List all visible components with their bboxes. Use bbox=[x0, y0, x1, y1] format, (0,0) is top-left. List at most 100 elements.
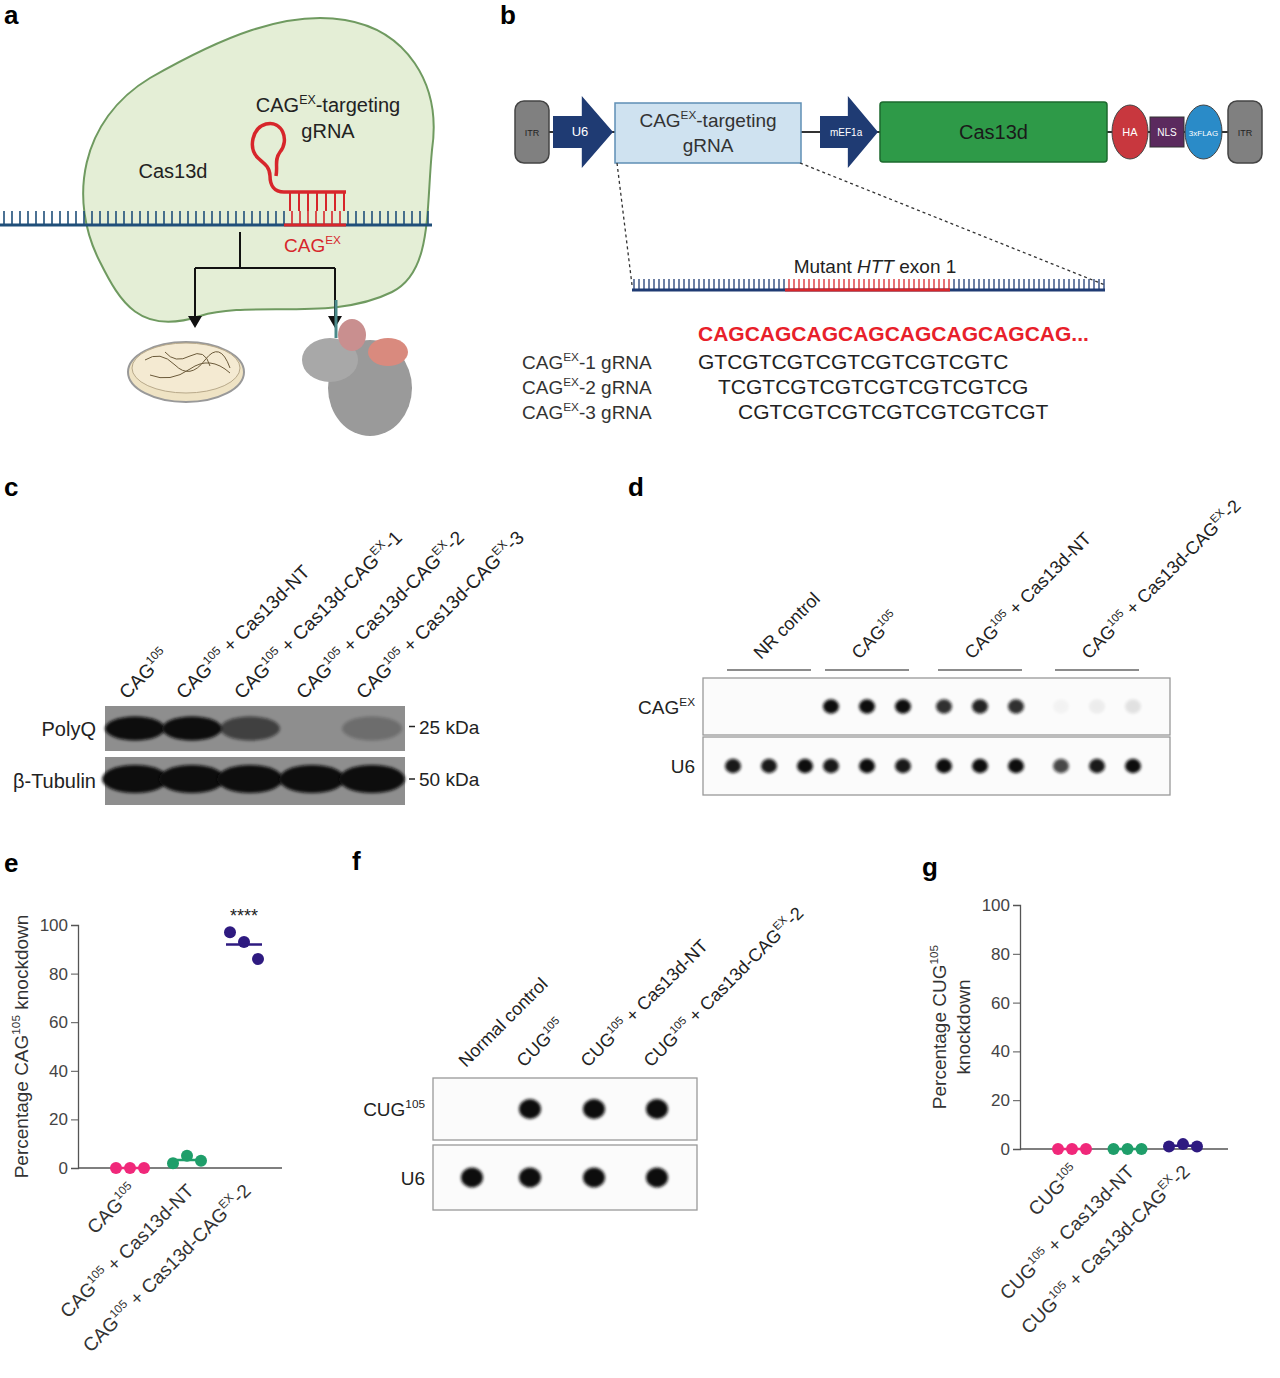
tick-label: 20 bbox=[991, 1091, 1010, 1110]
strand-tick bbox=[998, 279, 999, 290]
tick-label: 40 bbox=[991, 1042, 1010, 1061]
strand-tick bbox=[1078, 279, 1079, 290]
strand-tick bbox=[331, 211, 333, 225]
blot-membrane bbox=[433, 1145, 697, 1210]
text-part: CAGCAGCAGCAGCAGCAGCAGCAG... bbox=[698, 322, 1089, 345]
strand-tick bbox=[698, 279, 699, 290]
base-pair bbox=[316, 192, 318, 211]
text-part: g bbox=[922, 852, 938, 882]
ladder-tick bbox=[409, 726, 415, 728]
tick-mark bbox=[1013, 954, 1020, 955]
row-label: β-Tubulin bbox=[13, 770, 96, 792]
row-label: CUG105 bbox=[363, 1097, 425, 1120]
strand-tick bbox=[763, 279, 764, 290]
strand-tick bbox=[1028, 279, 1029, 290]
strand-tick bbox=[427, 211, 429, 225]
strand-tick bbox=[713, 279, 714, 290]
strand-tick bbox=[788, 279, 789, 290]
text-part: CAG bbox=[639, 110, 680, 131]
strand-tick bbox=[1023, 279, 1024, 290]
strand-tick bbox=[858, 279, 859, 290]
text-part: + Cas13d-CAG bbox=[122, 1203, 232, 1313]
point bbox=[224, 926, 236, 938]
text-part: mEF1a bbox=[830, 127, 863, 138]
text-part: U6 bbox=[572, 124, 589, 139]
tick-label: 40 bbox=[49, 1062, 68, 1081]
strand-tick bbox=[1073, 279, 1074, 290]
text-part: c bbox=[4, 472, 18, 502]
strand-tick bbox=[131, 211, 133, 225]
mean-line bbox=[1165, 1145, 1201, 1148]
group-label: NR control bbox=[750, 589, 824, 663]
y-axis: 020406080100 bbox=[40, 916, 79, 1178]
base-pair bbox=[325, 192, 327, 211]
strand-tick bbox=[708, 279, 709, 290]
tick-mark bbox=[71, 1168, 78, 1169]
text-part: U6 bbox=[671, 756, 695, 777]
strand-tick bbox=[155, 211, 157, 225]
dot bbox=[1089, 759, 1105, 773]
text-part: CAG bbox=[522, 352, 563, 373]
text-part: CAG bbox=[284, 235, 325, 256]
strand-tick bbox=[733, 279, 734, 290]
text-part: -2 bbox=[441, 527, 468, 554]
promoter-arrow bbox=[820, 96, 878, 168]
strand-tick bbox=[1063, 279, 1064, 290]
guide-sequence: TCGTCGTCGTCGTCGTCGTCG bbox=[718, 375, 1028, 398]
superscript: EX bbox=[563, 375, 579, 388]
panel-b: ITRU6CAGEX-targetinggRNAmEF1aCas13dHANLS… bbox=[515, 96, 1262, 423]
dot bbox=[461, 1168, 483, 1188]
strand-tick bbox=[688, 279, 689, 290]
label: CAGEX-targeting bbox=[256, 93, 400, 116]
tick-label: 100 bbox=[40, 916, 68, 935]
promoter-arrow bbox=[553, 96, 613, 168]
dot bbox=[972, 759, 988, 773]
axis-title: Percentage CUG105 bbox=[927, 944, 950, 1109]
strand-tick bbox=[1033, 279, 1034, 290]
panel-letter: b bbox=[500, 0, 516, 30]
band bbox=[162, 717, 222, 741]
superscript: EX bbox=[299, 93, 316, 107]
dot bbox=[823, 759, 839, 773]
dot bbox=[823, 699, 839, 713]
strand-tick bbox=[978, 279, 979, 290]
text-part: -2 bbox=[1219, 496, 1244, 521]
strand-tick bbox=[1068, 279, 1069, 290]
strand-tick bbox=[1093, 279, 1094, 290]
points bbox=[1052, 1138, 1203, 1155]
strand-tick bbox=[718, 279, 719, 290]
strand-tick bbox=[235, 211, 237, 225]
y-tick: 80 bbox=[49, 965, 78, 984]
strand-tick bbox=[259, 211, 261, 225]
dot bbox=[859, 759, 875, 773]
axis-title: Percentage CAG105 knockdown bbox=[9, 915, 32, 1179]
row-label: PolyQ bbox=[42, 718, 96, 740]
superscript: 105 bbox=[540, 1014, 562, 1036]
strand-tick bbox=[918, 279, 919, 290]
strand-tick bbox=[643, 279, 644, 290]
superscript: 105 bbox=[1053, 1159, 1076, 1182]
guide-sequence: CGTCGTCGTCGTCGTCGTCGT bbox=[738, 400, 1048, 423]
strand-tick bbox=[778, 279, 779, 290]
dot bbox=[972, 699, 988, 713]
y-tick: 40 bbox=[49, 1062, 78, 1081]
strand-tick bbox=[883, 279, 884, 290]
text-part: HTT bbox=[857, 256, 895, 277]
label: NLS bbox=[1157, 127, 1177, 138]
strand-tick bbox=[683, 279, 684, 290]
tick-mark bbox=[71, 974, 78, 975]
strand-tick bbox=[658, 279, 659, 290]
strand-tick bbox=[728, 279, 729, 290]
dot bbox=[583, 1168, 605, 1188]
band bbox=[279, 765, 345, 793]
group-label: CAG105 + Cas13d-CAGEX-2 bbox=[1077, 495, 1245, 663]
category-label: CAG105 + Cas13d-CAGEX-2 bbox=[77, 1179, 255, 1357]
band bbox=[102, 765, 168, 793]
text-part: CAG bbox=[522, 402, 563, 423]
text-part: HA bbox=[1122, 126, 1138, 138]
strand-tick bbox=[115, 211, 117, 225]
text-part: CAG bbox=[638, 697, 679, 718]
group-underline bbox=[727, 669, 811, 670]
strand-tick bbox=[958, 279, 959, 290]
strand-tick bbox=[678, 279, 679, 290]
